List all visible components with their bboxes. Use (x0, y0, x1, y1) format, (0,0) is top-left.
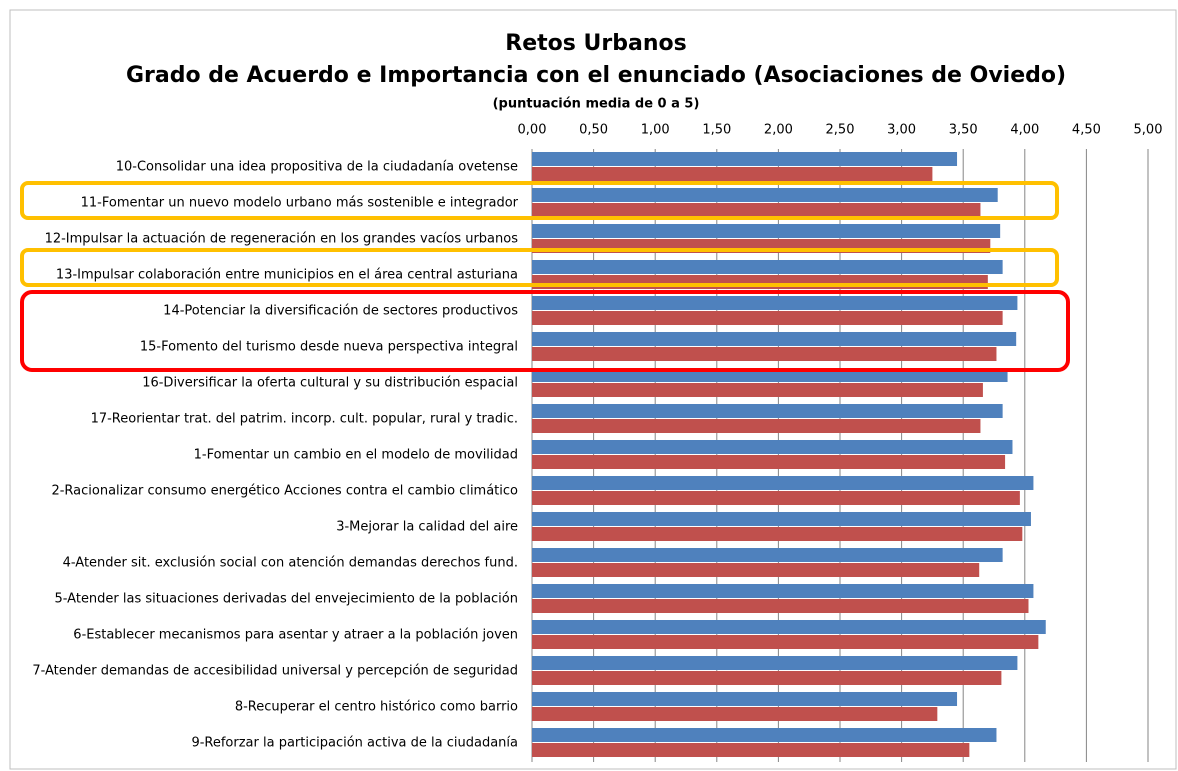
chart-title: Retos Urbanos (505, 31, 686, 56)
x-tick-label: 2,00 (764, 123, 793, 138)
bar (532, 563, 980, 577)
y-tick-label: 2-Racionalizar consumo energético Accion… (51, 484, 518, 499)
y-tick-label: 11-Fomentar un nuevo modelo urbano más s… (81, 196, 519, 211)
x-tick-label: 1,00 (641, 123, 670, 138)
y-tick-label: 17-Reorientar trat. del patrim. incorp. … (91, 412, 518, 427)
bar (532, 419, 981, 433)
bar (532, 512, 1031, 526)
bar (532, 671, 1002, 685)
y-tick-label: 13-Impulsar colaboración entre municipio… (56, 268, 518, 283)
bar (532, 260, 1003, 274)
bar (532, 383, 983, 397)
y-tick-label: 12-Impulsar la actuación de regeneración… (45, 232, 519, 247)
chart-note: (puntuación media de 0 a 5) (493, 97, 700, 112)
y-tick-label: 3-Mejorar la calidad del aire (336, 520, 518, 535)
bar (532, 656, 1018, 670)
y-tick-label: 6-Establecer mecanismos para asentar y a… (73, 628, 518, 643)
bar (532, 620, 1046, 634)
bar (532, 224, 1001, 238)
highlight-box (20, 181, 1059, 220)
bar (532, 527, 1023, 541)
bar (532, 635, 1039, 649)
y-tick-label: 14-Potenciar la diversificación de secto… (163, 304, 518, 319)
bar (532, 311, 1003, 325)
bar (532, 548, 1003, 562)
y-tick-label: 10-Consolidar una idea propositiva de la… (116, 160, 518, 175)
bar (532, 476, 1034, 490)
bar (532, 599, 1029, 613)
x-tick-label: 5,00 (1134, 123, 1163, 138)
chart-subtitle: Grado de Acuerdo e Importancia con el en… (126, 63, 1066, 88)
bar (532, 743, 970, 757)
x-tick-label: 4,00 (1010, 123, 1039, 138)
bar (532, 167, 933, 181)
y-tick-label: 1-Fomentar un cambio en el modelo de mov… (194, 448, 518, 463)
x-tick-label: 3,50 (949, 123, 978, 138)
bar (532, 728, 997, 742)
y-tick-label: 16-Diversificar la oferta cultural y su … (142, 376, 518, 391)
highlight-box (20, 248, 1059, 287)
x-tick-label: 2,50 (826, 123, 855, 138)
y-tick-label: 8-Recuperar el centro histórico como bar… (235, 700, 518, 715)
bar (532, 296, 1018, 310)
x-tick-label: 3,00 (887, 123, 916, 138)
highlight-box (20, 290, 1070, 372)
bar (532, 152, 958, 166)
bar (532, 707, 938, 721)
bar (532, 332, 1017, 346)
y-tick-label: 9-Reforzar la participación activa de la… (191, 736, 518, 751)
y-tick-label: 4-Atender sit. exclusión social con aten… (63, 556, 518, 571)
bar (532, 347, 997, 361)
x-tick-label: 0,00 (518, 123, 547, 138)
y-tick-label: 7-Atender demandas de accesibilidad univ… (32, 664, 518, 679)
bar (532, 188, 998, 202)
plot: 0,00 0,50 1,00 1,50 2,00 2,50 3,00 3,50 4,00 4,50… (32, 123, 1163, 762)
bar (532, 491, 1020, 505)
x-tick-label: 1,50 (702, 123, 731, 138)
bar (532, 692, 958, 706)
y-tick-label: 5-Atender las situaciones derivadas del … (55, 592, 519, 607)
y-tick-label: 15-Fomento del turismo desde nueva persp… (140, 340, 518, 355)
x-tick-label: 4,50 (1072, 123, 1101, 138)
bar (532, 404, 1003, 418)
bar (532, 455, 1006, 469)
bar (532, 584, 1034, 598)
bar (532, 440, 1013, 454)
bar (532, 203, 981, 217)
x-tick-label: 0,50 (579, 123, 608, 138)
